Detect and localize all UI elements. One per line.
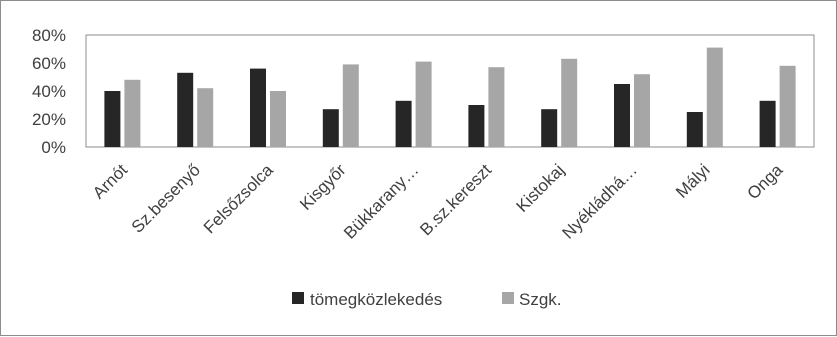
x-category-label: Felsőzsolca <box>200 160 277 237</box>
bar-tomegkozlekedes <box>686 112 703 147</box>
bar-tomegkozlekedes <box>322 109 339 147</box>
plot-area <box>85 34 815 148</box>
x-category-label: Bükkarany… <box>340 160 422 242</box>
y-tick-label: 60% <box>32 54 66 73</box>
bar-tomegkozlekedes <box>614 84 630 147</box>
bar-szgk <box>342 64 359 147</box>
x-category-label: Nyékládhá… <box>559 160 641 242</box>
bar-tomegkozlekedes <box>759 100 776 147</box>
x-category-label: Arnót <box>89 160 131 202</box>
x-category-label: Kistokaj <box>512 160 568 216</box>
x-category-label: Kisgyőr <box>296 160 350 214</box>
bar-tomegkozlekedes <box>395 100 412 147</box>
bar-tomegkozlekedes <box>104 91 121 147</box>
bar-tomegkozlekedes <box>177 72 194 147</box>
bar-szgk <box>124 79 141 147</box>
bar-szgk <box>197 88 214 147</box>
bars <box>104 47 796 147</box>
x-category-label: Sz.besenyő <box>128 160 204 236</box>
legend-label-tomegkozlekedes: tömegközlekedés <box>310 290 442 309</box>
bar-tomegkozlekedes <box>541 109 558 147</box>
bar-szgk <box>779 65 796 147</box>
bar-szgk <box>270 91 286 147</box>
bar-tomegkozlekedes <box>250 68 266 147</box>
bar-szgk <box>561 58 578 147</box>
bar-szgk <box>488 67 505 147</box>
bar-szgk <box>634 74 650 147</box>
legend-swatch-szgk <box>502 292 514 304</box>
x-category-label: Mályi <box>672 160 713 201</box>
legend-label-szgk: Szgk. <box>519 290 562 309</box>
bar-szgk <box>415 61 432 147</box>
y-tick-label: 80% <box>32 26 66 45</box>
x-category-label: Onga <box>744 160 787 203</box>
y-tick-label: 40% <box>32 82 66 101</box>
y-tick-label: 20% <box>32 110 66 129</box>
y-tick-label: 0% <box>41 138 66 157</box>
bar-szgk <box>706 47 723 147</box>
y-axis-ticks: 0% 20% 40% 60% 80% <box>32 26 66 157</box>
legend-swatch-tomegkozlekedes <box>292 292 304 304</box>
legend: tömegközlekedés Szgk. <box>292 290 562 309</box>
bar-tomegkozlekedes <box>468 105 485 147</box>
x-category-label: B.sz.kereszt <box>416 160 495 239</box>
